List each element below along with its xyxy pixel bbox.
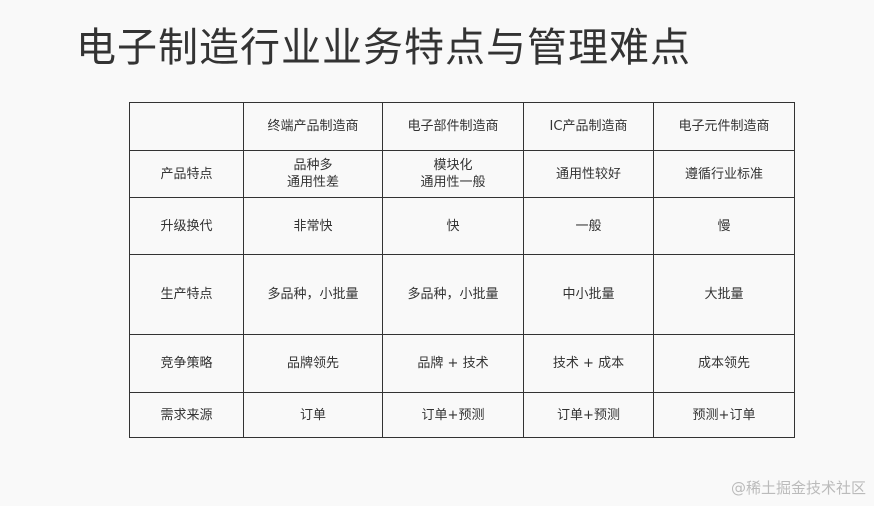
table-cell: 快 (382, 197, 524, 255)
watermark: @稀土掘金技术社区 (730, 479, 866, 497)
table-row: 需求来源 订单 订单+预测 订单+预测 预测+订单 (129, 392, 795, 438)
table-cell: 技术 + 成本 (523, 334, 654, 393)
table-cell: 大批量 (653, 254, 795, 335)
comparison-table: 终端产品制造商 电子部件制造商 IC产品制造商 电子元件制造商 产品特点 品种多… (129, 102, 795, 438)
table-cell: 一般 (523, 197, 654, 255)
header-cell: 终端产品制造商 (243, 102, 383, 151)
cell-line: 通用性一般 (420, 175, 486, 190)
header-cell: IC产品制造商 (523, 102, 654, 151)
header-cell: 电子元件制造商 (653, 102, 795, 151)
table-header-row: 终端产品制造商 电子部件制造商 IC产品制造商 电子元件制造商 (129, 102, 795, 151)
table-cell: 慢 (653, 197, 795, 255)
row-label: 需求来源 (129, 392, 244, 438)
cell-line: 品种多 (293, 158, 333, 173)
table-cell: 非常快 (243, 197, 383, 255)
table-cell: 预测+订单 (653, 392, 795, 438)
table-cell: 品牌 + 技术 (382, 334, 524, 393)
table-row: 竞争策略 品牌领先 品牌 + 技术 技术 + 成本 成本领先 (129, 334, 795, 393)
header-cell (129, 102, 244, 151)
row-label: 产品特点 (129, 150, 244, 198)
table-row: 产品特点 品种多通用性差 模块化通用性一般 通用性较好 遵循行业标准 (129, 150, 795, 198)
table-cell: 遵循行业标准 (653, 150, 795, 198)
table-cell: 品牌领先 (243, 334, 383, 393)
table-cell: 通用性较好 (523, 150, 654, 198)
cell-line: 模块化 (433, 158, 473, 173)
table-cell: 订单+预测 (523, 392, 654, 438)
table-row: 升级换代 非常快 快 一般 慢 (129, 197, 795, 255)
table-cell: 中小批量 (523, 254, 654, 335)
row-label: 生产特点 (129, 254, 244, 335)
cell-line: 通用性差 (286, 175, 339, 190)
table-cell: 品种多 通用性差 (243, 150, 383, 198)
row-label: 竞争策略 (129, 334, 244, 393)
table-cell: 多品种，小批量 (382, 254, 524, 335)
table-cell: 订单 (243, 392, 383, 438)
table-cell: 成本领先 (653, 334, 795, 393)
table-cell: 多品种，小批量 (243, 254, 383, 335)
page-title: 电子制造行业业务特点与管理难点 (76, 25, 691, 71)
table-row: 生产特点 多品种，小批量 多品种，小批量 中小批量 大批量 (129, 254, 795, 335)
table-cell: 模块化 通用性一般 (382, 150, 524, 198)
row-label: 升级换代 (129, 197, 244, 255)
table-cell: 订单+预测 (382, 392, 524, 438)
header-cell: 电子部件制造商 (382, 102, 524, 151)
